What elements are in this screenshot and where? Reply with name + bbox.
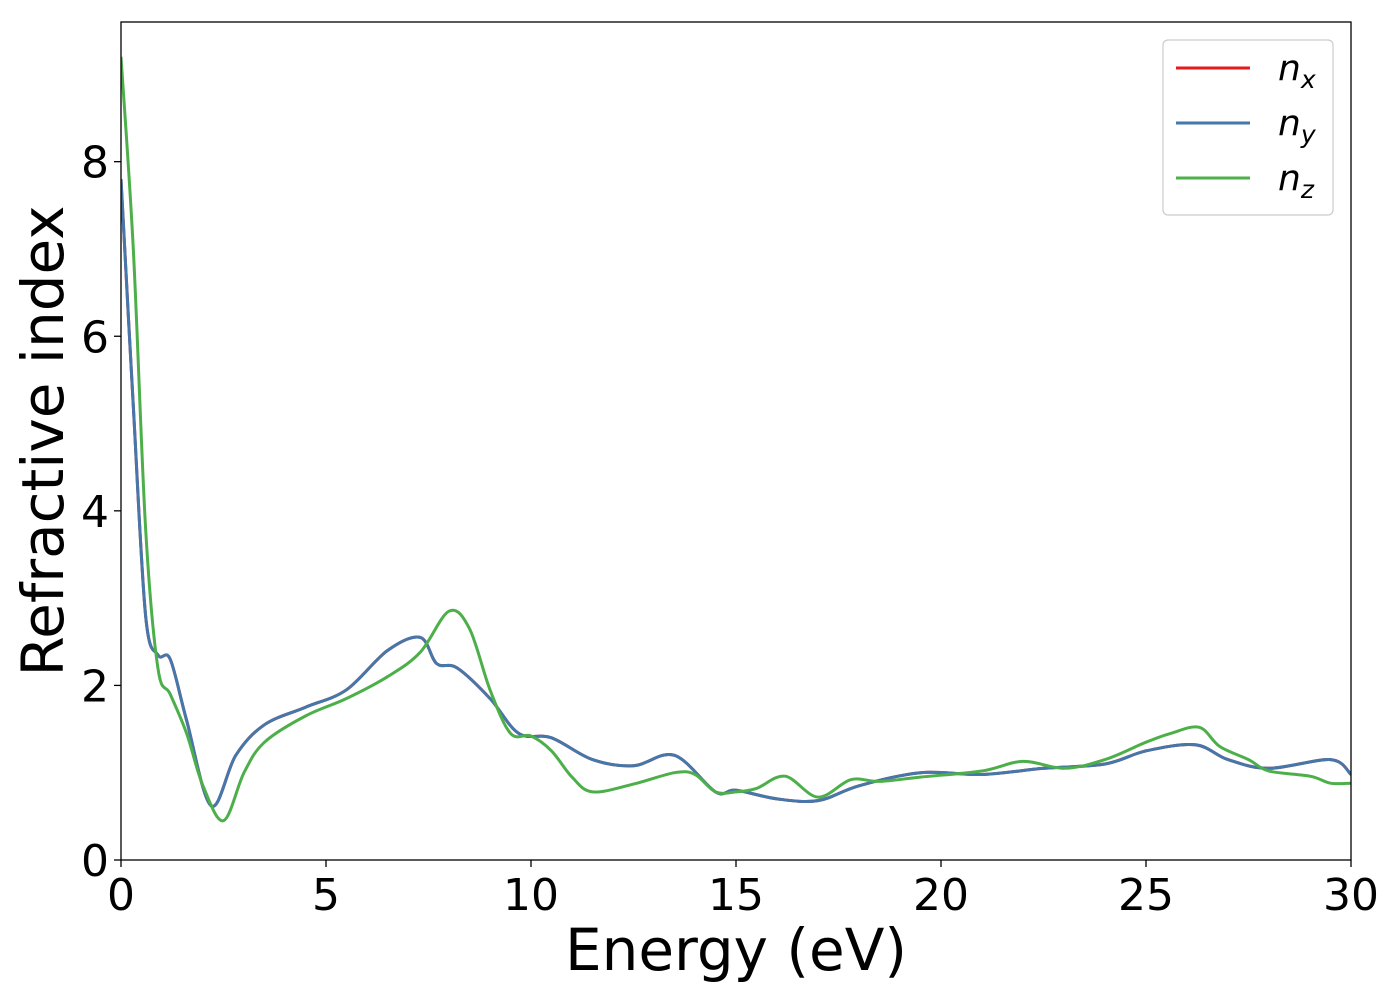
x-tick-label: 30 [1323,870,1379,921]
y-tick-label: 4 [81,487,109,538]
x-tick-label: 25 [1118,870,1174,921]
legend-box [1162,39,1334,216]
series-line-z [121,56,1351,823]
legend-label-base: n [1278,48,1301,89]
y-tick-label: 0 [81,836,109,887]
y-tick-label: 6 [81,312,109,363]
series-lines [121,56,1351,823]
x-tick-label: 0 [107,870,135,921]
x-tick-label: 10 [503,870,559,921]
axis-ticks: 0 5 10 15 20 25 30 0 2 4 6 8 [81,138,1379,921]
y-axis-label: Refractive index [9,205,77,676]
y-tick-label: 8 [81,138,109,189]
x-axis-label: Energy (eV) [565,916,907,984]
legend-label-y: ny [1278,103,1317,149]
series-line-x [121,179,1351,808]
x-tick-label: 20 [913,870,969,921]
x-tick-label: 15 [708,870,764,921]
legend-label-x: nx [1278,48,1316,94]
legend-label-subscript: x [1300,65,1316,94]
legend-label-base: n [1278,158,1301,199]
legend-label-z: nz [1278,158,1315,204]
y-tick-label: 2 [81,661,109,712]
legend-label-base: n [1278,103,1301,144]
legend-label-subscript: y [1300,120,1317,149]
series-line-y [121,179,1351,808]
legend-label-subscript: z [1300,175,1315,204]
x-tick-label: 5 [312,870,340,921]
